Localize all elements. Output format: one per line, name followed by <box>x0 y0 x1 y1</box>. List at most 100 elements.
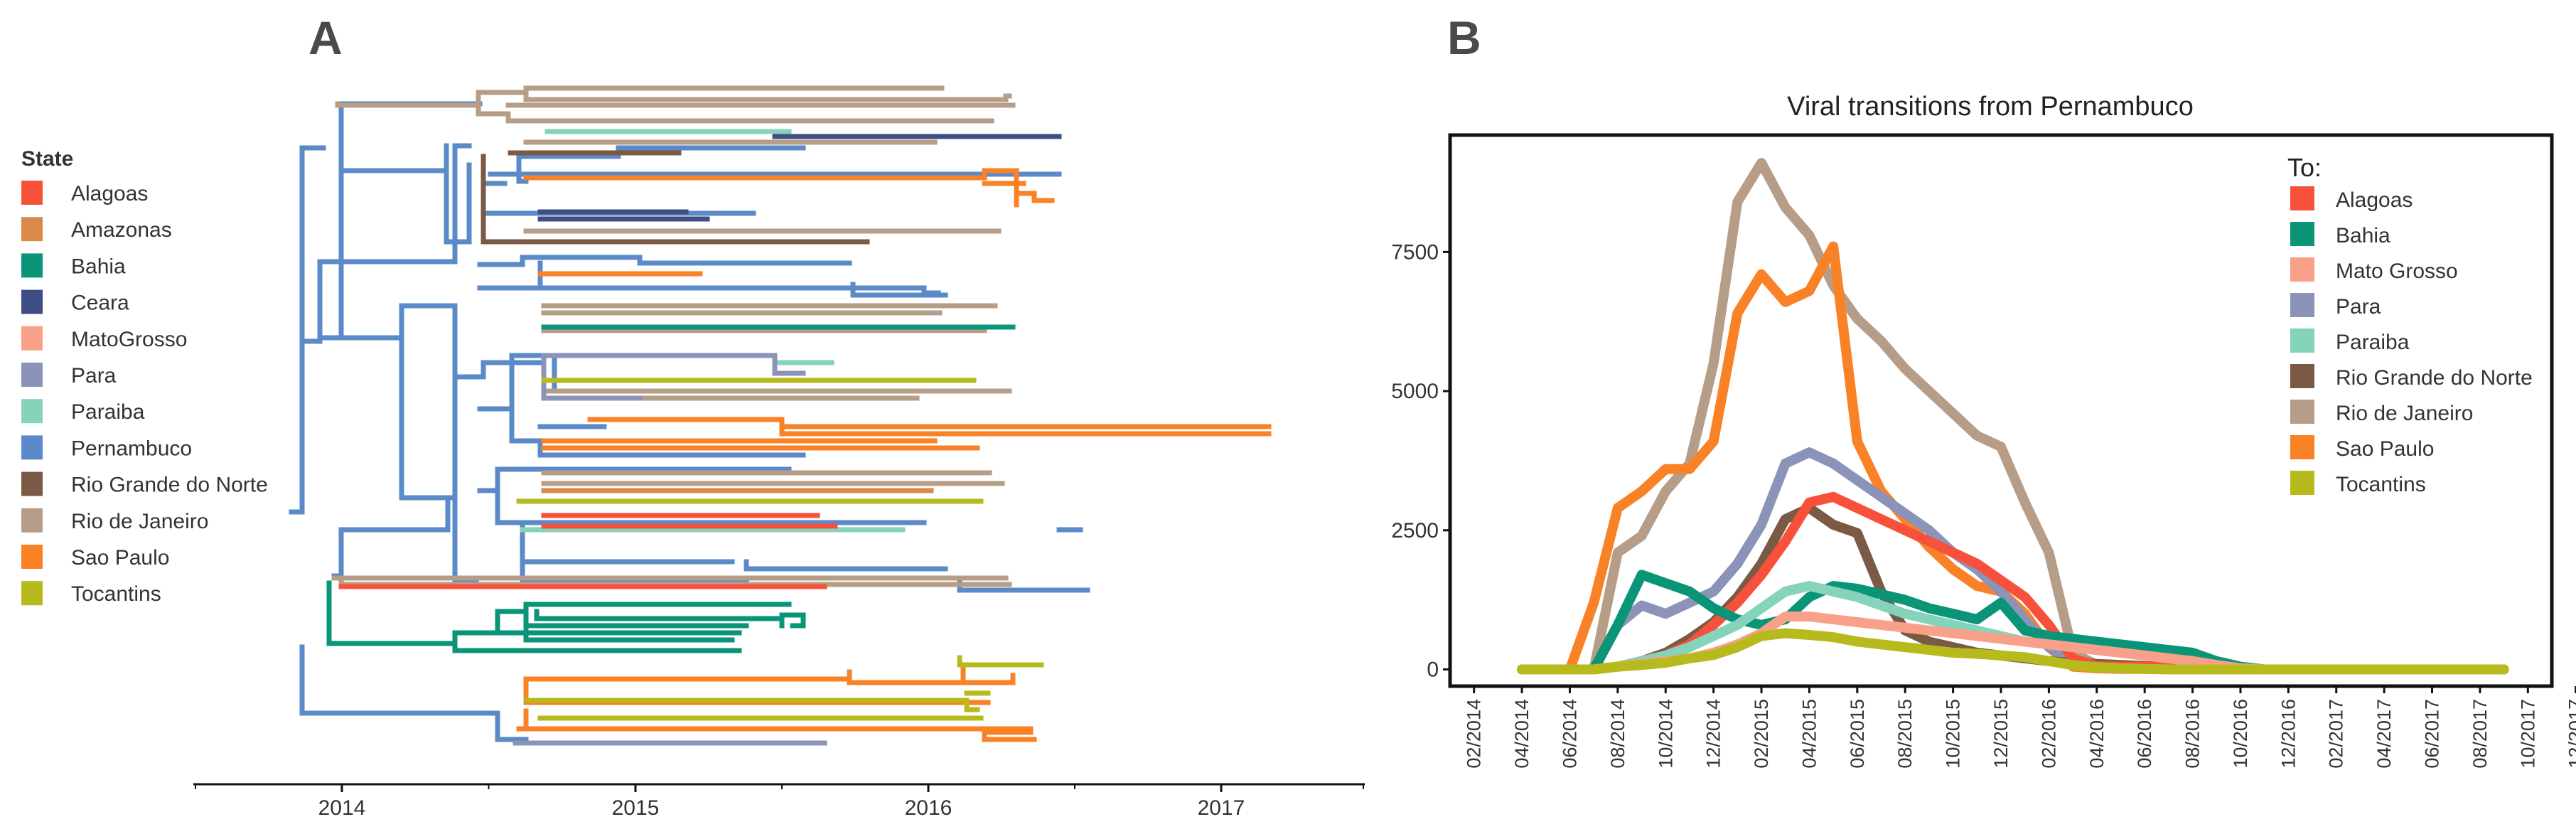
x-axis-tick-label: 06/2015 <box>1847 699 1868 769</box>
series-legend-item: Tocantins <box>2290 471 2426 496</box>
series-legend-swatch <box>2290 257 2314 282</box>
panel-b-letter: B <box>1447 11 1481 64</box>
series-legend-item: Paraiba <box>2290 328 2410 354</box>
state-legend-swatch <box>21 545 43 569</box>
x-axis-tick-label: 08/2014 <box>1607 699 1628 769</box>
x-axis-tick-label: 04/2016 <box>2086 699 2108 769</box>
series-legend-label: Para <box>2336 295 2381 319</box>
series-legend-title: To: <box>2287 153 2322 182</box>
tree-time-axis: 2014 2015 2016 2017 <box>193 783 1365 820</box>
x-axis-tick-label: 10/2015 <box>1943 699 1964 769</box>
series-legend-label: Bahia <box>2336 224 2390 247</box>
state-legend-label: Paraiba <box>71 400 145 424</box>
state-legend-swatch <box>21 435 43 460</box>
series-legend-swatch <box>2290 471 2314 495</box>
tree-axis-tick-label: 2016 <box>905 796 952 820</box>
series-legend-label: Sao Paulo <box>2336 437 2434 461</box>
x-axis-tick-label: 12/2016 <box>2277 699 2299 769</box>
x-axis-tick-label: 10/2014 <box>1655 699 1676 769</box>
series-lines <box>1517 158 2509 675</box>
y-axis-tick-label: 5000 <box>1391 380 1439 403</box>
state-legend-label: Tocantins <box>71 582 161 606</box>
x-axis-tick-label: 12/2017 <box>2565 699 2576 769</box>
state-legend-label: Rio de Janeiro <box>71 510 208 533</box>
series-legend-swatch <box>2290 364 2314 388</box>
state-legend-swatch <box>21 326 43 351</box>
state-legend-label: Rio Grande do Norte <box>71 474 268 497</box>
y-axis-tick-label: 7500 <box>1391 240 1439 264</box>
state-legend-swatch <box>21 581 43 606</box>
tree-rio-de-janeiro <box>331 85 1016 587</box>
state-legend-label: Para <box>71 364 117 388</box>
x-axis-tick-label: 06/2014 <box>1559 699 1580 769</box>
state-legend-item: Pernambuco <box>21 435 192 460</box>
state-legend-item: Rio Grande do Norte <box>21 471 268 497</box>
tree-bahia <box>326 324 1016 653</box>
state-legend-swatch <box>21 363 43 387</box>
phylogenetic-tree <box>289 85 1272 746</box>
state-legend-swatch <box>21 181 43 205</box>
state-legend-title: State <box>21 147 73 171</box>
state-legend-swatch <box>21 399 43 424</box>
series-legend-label: Paraiba <box>2336 331 2410 354</box>
tree-ceara <box>537 134 1062 222</box>
series-legend-label: Rio Grande do Norte <box>2336 366 2533 390</box>
series-legend-label: Alagoas <box>2336 188 2413 212</box>
series-legend-swatch <box>2290 328 2314 353</box>
state-legend-swatch <box>21 217 43 242</box>
series-legend: To: Alagoas Bahia Mato Grosso Para Paraiba Ri… <box>2287 153 2533 496</box>
x-axis-tick-label: 04/2014 <box>1511 699 1533 769</box>
series-line-tocantins <box>1517 628 2509 675</box>
series-legend-swatch <box>2290 435 2314 459</box>
panel-b: B Viral transitions from Pernambuco 0 250… <box>1391 11 2576 769</box>
panel-a-letter: A <box>308 11 343 64</box>
state-legend-label: Alagoas <box>71 182 148 205</box>
x-axis: 02/2014 04/2014 06/2014 08/2014 10/2014 12/20… <box>1464 686 2576 769</box>
state-legend-item: Ceara <box>21 289 129 315</box>
x-axis-tick-label: 04/2017 <box>2373 699 2395 769</box>
x-axis-tick-label: 02/2015 <box>1751 699 1772 769</box>
series-legend-swatch <box>2290 293 2314 317</box>
state-legend-swatch <box>21 253 43 278</box>
state-legend-item: Sao Paulo <box>21 545 169 570</box>
tree-rio-grande-do-norte <box>481 150 870 245</box>
series-legend-swatch <box>2290 222 2314 246</box>
series-legend-item: Sao Paulo <box>2290 435 2434 461</box>
state-legend-label: Pernambuco <box>71 437 192 460</box>
series-legend-item: Rio Grande do Norte <box>2290 364 2533 390</box>
state-legend-label: Bahia <box>71 255 126 278</box>
x-axis-tick-label: 04/2015 <box>1798 699 1820 769</box>
x-axis-tick-label: 12/2014 <box>1703 699 1724 769</box>
series-legend-label: Mato Grosso <box>2336 260 2458 283</box>
series-legend-item: Rio de Janeiro <box>2290 400 2473 425</box>
tree-alagoas <box>338 513 838 589</box>
state-legend-label: Ceara <box>71 292 129 315</box>
y-axis-tick-label: 2500 <box>1391 519 1439 543</box>
series-legend-label: Rio de Janeiro <box>2336 402 2473 425</box>
series-legend-swatch <box>2290 186 2314 210</box>
state-legend-item: Tocantins <box>21 581 161 606</box>
y-axis: 0 2500 5000 7500 <box>1391 240 1450 682</box>
series-legend-label: Tocantins <box>2336 473 2426 496</box>
series-legend-swatch <box>2290 400 2314 424</box>
state-legend-item: Amazonas <box>21 217 172 242</box>
x-axis-tick-label: 02/2016 <box>2038 699 2059 769</box>
chart-title: Viral transitions from Pernambuco <box>1787 92 2194 122</box>
series-legend-item: Para <box>2290 293 2381 319</box>
series-legend-item: Mato Grosso <box>2290 257 2458 283</box>
x-axis-tick-label: 06/2017 <box>2422 699 2443 769</box>
state-legend-item: MatoGrosso <box>21 326 187 351</box>
x-axis-tick-label: 08/2015 <box>1894 699 1916 769</box>
tree-tocantins <box>516 378 1044 721</box>
state-legend-item: Paraiba <box>21 399 145 424</box>
x-axis-tick-label: 10/2017 <box>2517 699 2538 769</box>
x-axis-tick-label: 08/2016 <box>2182 699 2204 769</box>
tree-axis-tick-label: 2014 <box>318 796 366 820</box>
state-legend-swatch <box>21 289 43 314</box>
state-legend-swatch <box>21 471 43 496</box>
x-axis-tick-label: 10/2016 <box>2230 699 2251 769</box>
state-legend: State Alagoas Amazonas Bahia Ceara MatoGross… <box>21 147 268 606</box>
state-legend-item: Para <box>21 363 117 388</box>
state-legend-item: Alagoas <box>21 181 148 205</box>
state-legend-label: Sao Paulo <box>71 546 169 570</box>
